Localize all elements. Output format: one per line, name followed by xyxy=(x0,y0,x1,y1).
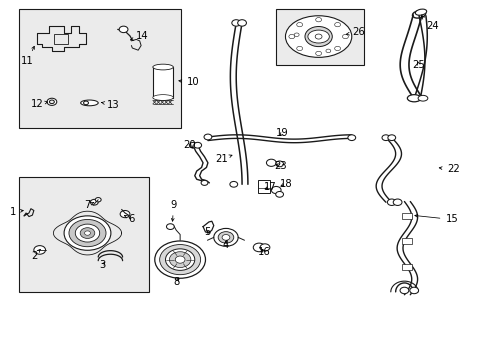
Circle shape xyxy=(231,20,240,26)
Text: 14: 14 xyxy=(130,31,148,41)
Bar xyxy=(276,9,363,65)
Bar xyxy=(258,180,270,193)
Circle shape xyxy=(193,142,201,148)
Circle shape xyxy=(120,211,130,218)
Circle shape xyxy=(95,198,101,202)
Circle shape xyxy=(165,249,194,270)
Text: 13: 13 xyxy=(101,100,120,110)
Circle shape xyxy=(387,135,395,140)
Text: 17: 17 xyxy=(264,182,276,192)
Text: 23: 23 xyxy=(273,161,286,171)
Circle shape xyxy=(75,224,100,242)
Text: 26: 26 xyxy=(346,27,364,37)
Ellipse shape xyxy=(285,16,351,57)
Circle shape xyxy=(34,246,45,254)
Text: 16: 16 xyxy=(258,247,270,257)
Circle shape xyxy=(222,234,229,240)
Circle shape xyxy=(201,180,207,185)
Circle shape xyxy=(294,33,299,37)
Circle shape xyxy=(386,199,395,206)
Circle shape xyxy=(218,231,233,243)
Circle shape xyxy=(315,51,321,55)
Circle shape xyxy=(266,159,276,166)
Circle shape xyxy=(83,101,88,105)
Circle shape xyxy=(189,142,197,148)
Circle shape xyxy=(288,35,294,39)
Ellipse shape xyxy=(81,100,98,106)
Bar xyxy=(401,238,411,244)
Text: 6: 6 xyxy=(124,214,135,224)
Circle shape xyxy=(203,134,211,140)
Circle shape xyxy=(169,252,190,267)
Text: 25: 25 xyxy=(412,60,425,70)
Circle shape xyxy=(84,231,90,235)
Circle shape xyxy=(305,27,331,46)
Ellipse shape xyxy=(153,95,173,100)
Text: 18: 18 xyxy=(279,179,292,189)
Text: 2: 2 xyxy=(31,249,40,261)
Circle shape xyxy=(334,22,340,27)
Text: 3: 3 xyxy=(99,260,105,270)
Circle shape xyxy=(64,216,111,250)
Text: 10: 10 xyxy=(179,77,199,87)
Circle shape xyxy=(260,244,269,251)
Circle shape xyxy=(399,287,408,294)
Bar xyxy=(153,67,173,98)
Text: 24: 24 xyxy=(421,16,438,31)
Text: 7: 7 xyxy=(84,200,94,210)
Bar xyxy=(19,9,181,128)
Text: 21: 21 xyxy=(215,154,231,164)
Circle shape xyxy=(334,46,340,51)
Circle shape xyxy=(213,228,238,246)
Text: 12: 12 xyxy=(31,99,47,109)
Circle shape xyxy=(237,20,246,26)
Circle shape xyxy=(275,161,283,167)
Text: 4: 4 xyxy=(222,240,228,250)
Circle shape xyxy=(49,100,54,104)
Circle shape xyxy=(166,224,174,229)
Circle shape xyxy=(155,241,205,278)
Circle shape xyxy=(275,192,283,197)
Text: 20: 20 xyxy=(183,140,196,150)
Bar xyxy=(54,34,68,44)
Text: 15: 15 xyxy=(414,215,457,224)
Circle shape xyxy=(296,22,302,27)
Circle shape xyxy=(315,34,322,39)
Bar xyxy=(19,177,149,292)
Ellipse shape xyxy=(414,9,426,15)
Ellipse shape xyxy=(153,64,173,70)
Circle shape xyxy=(253,243,264,252)
Text: 22: 22 xyxy=(438,164,459,174)
Circle shape xyxy=(409,287,418,294)
Circle shape xyxy=(80,228,95,238)
Circle shape xyxy=(90,199,98,205)
Ellipse shape xyxy=(307,30,329,43)
Circle shape xyxy=(119,26,128,33)
Circle shape xyxy=(325,49,330,53)
Text: 5: 5 xyxy=(204,227,210,237)
Circle shape xyxy=(315,18,321,22)
Ellipse shape xyxy=(417,95,427,101)
Circle shape xyxy=(159,244,200,275)
Text: 8: 8 xyxy=(173,277,180,287)
Text: 1: 1 xyxy=(9,207,23,217)
Text: 19: 19 xyxy=(276,128,288,138)
Text: 11: 11 xyxy=(21,46,34,66)
Circle shape xyxy=(229,181,237,187)
Circle shape xyxy=(347,135,355,140)
Circle shape xyxy=(392,199,401,206)
Circle shape xyxy=(381,135,389,140)
Bar xyxy=(401,213,411,219)
Ellipse shape xyxy=(407,95,420,102)
Text: 9: 9 xyxy=(170,200,176,221)
Circle shape xyxy=(342,35,347,39)
Circle shape xyxy=(271,186,281,194)
Circle shape xyxy=(175,256,184,263)
Bar xyxy=(401,264,411,270)
Circle shape xyxy=(296,46,302,51)
Circle shape xyxy=(47,98,57,105)
Ellipse shape xyxy=(411,10,425,18)
Circle shape xyxy=(69,220,106,247)
